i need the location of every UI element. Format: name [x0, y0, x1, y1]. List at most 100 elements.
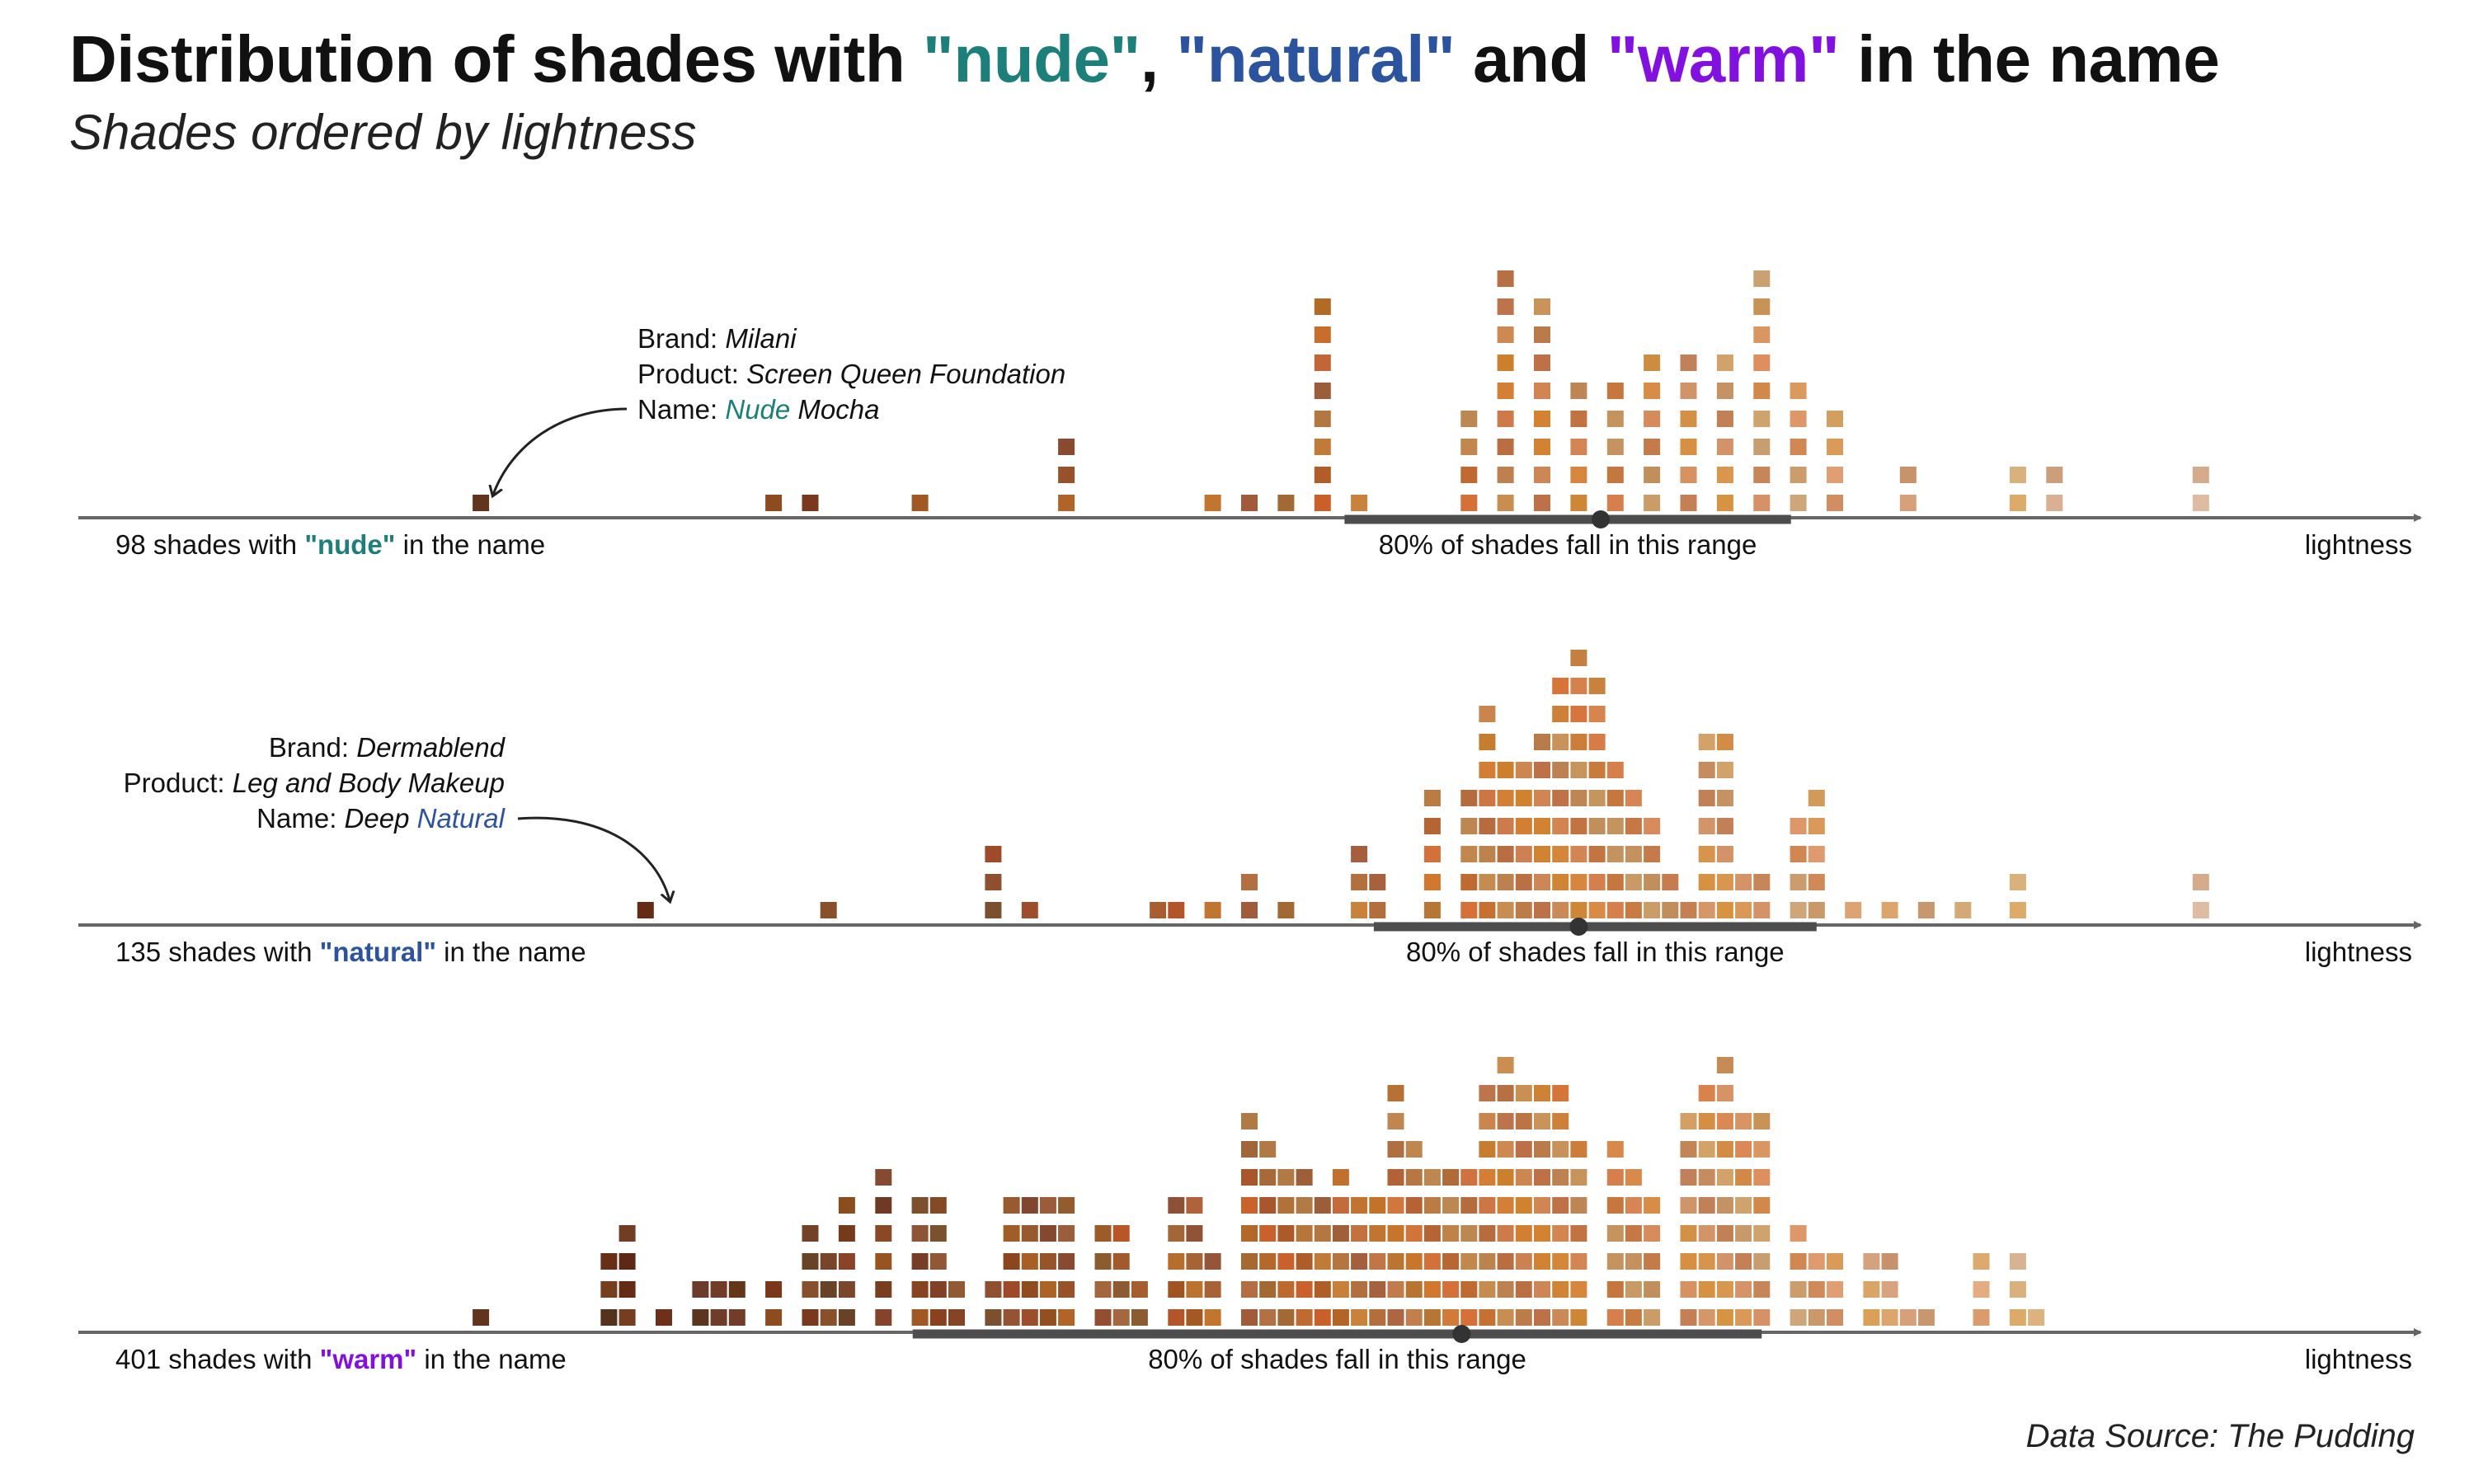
shade-square [1351, 1281, 1368, 1298]
shade-square [1277, 495, 1295, 511]
shade-square [1753, 1169, 1771, 1186]
shade-square [1259, 1281, 1277, 1298]
shade-square [1790, 1309, 1807, 1326]
shade-square [1515, 1113, 1532, 1129]
shade-square [473, 495, 490, 511]
shade-square [1241, 1253, 1258, 1270]
shade-square [1387, 1113, 1404, 1129]
shade-square [1552, 734, 1569, 750]
shade-square [1716, 874, 1733, 890]
range-label: 80% of shades fall in this range [1406, 937, 1785, 967]
shade-square [1606, 383, 1624, 399]
shade-square [765, 1281, 783, 1298]
shade-square [1606, 467, 1624, 483]
shade-square [1039, 1281, 1056, 1298]
shade-square [1570, 383, 1587, 399]
annotation-brand-value: Dermablend [356, 732, 506, 763]
shade-square [728, 1309, 745, 1326]
shade-square [1405, 1169, 1423, 1186]
shade-square [1314, 1253, 1331, 1270]
annotation-brand-label: Brand: [637, 323, 725, 354]
shade-square [1515, 1085, 1532, 1101]
shade-square [1845, 902, 1862, 918]
shade-square [1369, 1225, 1386, 1242]
shade-square [1296, 1309, 1313, 1326]
shade-square [1790, 818, 1807, 834]
shade-square [1058, 1309, 1075, 1326]
shade-square [1863, 1253, 1880, 1270]
shade-square [1625, 790, 1642, 806]
shade-square [710, 1309, 727, 1326]
shade-square [1716, 762, 1733, 778]
title-prefix: Distribution of shades with [69, 22, 923, 96]
shade-square [1570, 1169, 1587, 1186]
shade-square [1552, 706, 1569, 722]
shade-square [1570, 467, 1587, 483]
annotation-name: Name: Nude Mocha [637, 394, 879, 425]
shade-square [1808, 902, 1825, 918]
shade-square [1296, 1225, 1313, 1242]
shade-square [1808, 1253, 1825, 1270]
shade-square [911, 1281, 929, 1298]
shade-square [1863, 1281, 1880, 1298]
shade-square [1058, 467, 1075, 483]
shade-square [1827, 1309, 1843, 1326]
shade-square [1497, 1141, 1514, 1158]
shade-square [1570, 706, 1587, 722]
shade-square [1003, 1309, 1020, 1326]
shade-square [1442, 1197, 1460, 1214]
shade-square [1753, 1309, 1771, 1326]
shade-square [1790, 846, 1807, 862]
shade-square [1332, 1253, 1349, 1270]
count-term: "natural" [320, 937, 436, 967]
shade-square [1570, 1281, 1587, 1298]
shade-square [1570, 650, 1587, 666]
shade-square [1644, 411, 1661, 427]
shade-square [1405, 1309, 1423, 1326]
shade-square [1606, 1197, 1624, 1214]
shade-square [1570, 902, 1587, 918]
shade-square [1479, 1281, 1496, 1298]
shade-square [1662, 902, 1679, 918]
shade-square [802, 1253, 819, 1270]
shade-square [1039, 1309, 1056, 1326]
title-term-warm: "warm" [1606, 22, 1840, 96]
shade-square [1259, 1309, 1277, 1326]
shade-square [1094, 1225, 1112, 1242]
shade-square [1515, 846, 1532, 862]
shade-square [1606, 1141, 1624, 1158]
shade-square [1534, 298, 1550, 315]
shade-square [2028, 1309, 2045, 1326]
shade-square [1588, 790, 1606, 806]
title-term-nude: "nude" [922, 22, 1141, 96]
shade-square [1552, 1197, 1569, 1214]
shade-square [1515, 818, 1532, 834]
shade-square [1698, 1113, 1715, 1129]
shade-square [1827, 467, 1843, 483]
shade-square [1460, 1253, 1478, 1270]
shade-square [1680, 1225, 1697, 1242]
shade-square [1259, 1253, 1277, 1270]
shade-square [1497, 818, 1514, 834]
shade-square [1680, 355, 1697, 371]
shade-square [1277, 1169, 1295, 1186]
shade-square [1479, 1309, 1496, 1326]
shade-square [2192, 874, 2209, 890]
shade-square [1588, 818, 1606, 834]
shade-square [1753, 467, 1771, 483]
shade-square [1680, 1169, 1697, 1186]
shade-square [1479, 762, 1496, 778]
shade-square [1423, 1253, 1441, 1270]
shade-square [1790, 1281, 1807, 1298]
shade-square [1186, 1281, 1203, 1298]
shade-square [1497, 874, 1514, 890]
shade-square [1314, 383, 1331, 399]
shade-square [1606, 902, 1624, 918]
annotation-brand: Brand: Milani [637, 323, 797, 354]
shade-square [1863, 1309, 1880, 1326]
annotation-name: Name: Deep Natural [256, 803, 506, 834]
shade-square [1405, 1197, 1423, 1214]
shade-square [1497, 355, 1514, 371]
shade-square [1497, 762, 1514, 778]
shade-square [1808, 846, 1825, 862]
